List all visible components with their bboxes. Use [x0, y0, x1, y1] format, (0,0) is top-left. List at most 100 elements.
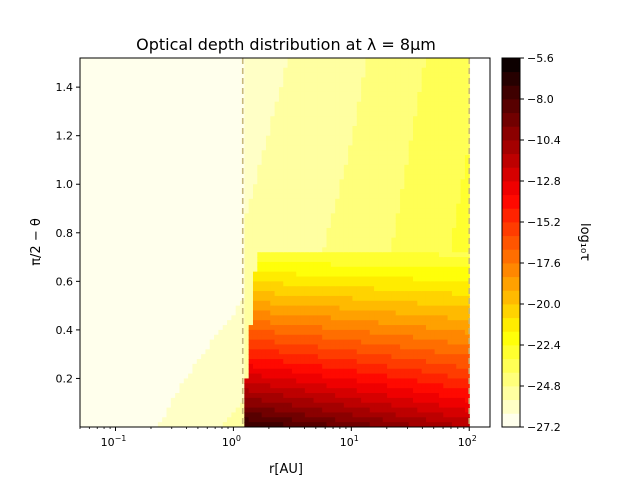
contour-cell [196, 72, 202, 79]
contour-cell [257, 320, 263, 326]
contour-cell [196, 325, 202, 331]
contour-cell [218, 402, 224, 409]
contour-cell [205, 344, 211, 350]
contour-cell [162, 101, 168, 108]
contour-cell [361, 281, 367, 287]
contour-cell [114, 213, 120, 219]
contour-cell [192, 397, 198, 404]
contour-cell [235, 368, 241, 375]
contour-cell [235, 213, 241, 219]
contour-cell [114, 383, 120, 389]
contour-cell [144, 422, 150, 427]
contour-cell [287, 334, 293, 341]
contour-cell [157, 237, 163, 244]
contour-cell [248, 67, 254, 74]
contour-cell [110, 116, 116, 122]
contour-cell [97, 179, 103, 185]
contour-cell [218, 82, 224, 88]
contour-cell [339, 227, 345, 234]
contour-cell [149, 72, 155, 79]
contour-cell [209, 121, 215, 127]
contour-cell [300, 218, 306, 224]
contour-cell [140, 67, 146, 74]
contour-cell [131, 242, 137, 248]
contour-cell [214, 184, 219, 190]
contour-cell [118, 349, 124, 355]
contour-cell [261, 242, 267, 248]
contour-cell [84, 223, 90, 229]
contour-cell [166, 169, 172, 176]
contour-cell [278, 184, 284, 190]
contour-cell [335, 344, 341, 350]
contour-cell [214, 295, 219, 302]
contour-cell [97, 155, 103, 161]
contour-cell [278, 106, 284, 113]
contour-cell [343, 130, 349, 137]
contour-cell [101, 271, 107, 278]
contour-cell [248, 339, 254, 346]
contour-cell [144, 87, 150, 93]
contour-cell [356, 106, 362, 113]
contour-cell [188, 359, 194, 365]
contour-cell [343, 286, 349, 292]
contour-cell [270, 130, 276, 137]
contour-cell [205, 261, 211, 268]
contour-cell [92, 383, 98, 389]
contour-cell [149, 310, 155, 316]
contour-cell [274, 261, 280, 268]
contour-cell [248, 91, 254, 98]
contour-cell [162, 383, 168, 389]
contour-cell [127, 203, 133, 210]
contour-cell [300, 82, 306, 88]
contour-cell [149, 232, 155, 239]
contour-cell [291, 354, 297, 360]
contour-cell [123, 87, 129, 93]
contour-cell [335, 339, 341, 346]
contour-cell [248, 125, 254, 132]
contour-cell [149, 116, 155, 122]
contour-cell [227, 247, 232, 253]
contour-cell [214, 334, 219, 341]
contour-cell [136, 422, 142, 427]
contour-cell [166, 368, 172, 375]
contour-cell [283, 315, 289, 321]
contour-cell [222, 363, 228, 370]
contour-cell [330, 315, 336, 321]
contour-cell [348, 150, 354, 156]
contour-cell [179, 198, 185, 205]
contour-cell [101, 305, 107, 312]
contour-cell [149, 397, 155, 404]
contour-cell [361, 155, 367, 161]
contour-cell [140, 87, 146, 93]
contour-cell [140, 111, 146, 117]
contour-cell [140, 383, 146, 389]
contour-cell [304, 58, 310, 64]
contour-cell [300, 344, 306, 350]
contour-cell [227, 334, 232, 341]
contour-cell [218, 213, 224, 219]
contour-cell [179, 164, 185, 171]
contour-cell [114, 393, 120, 399]
contour-cell [162, 145, 168, 151]
contour-cell [227, 388, 232, 394]
contour-cell [343, 388, 349, 394]
contour-cell [192, 189, 198, 195]
contour-cell [179, 383, 185, 389]
contour-cell [196, 82, 202, 88]
contour-cell [105, 261, 111, 268]
contour-cell [348, 310, 354, 316]
contour-cell [248, 354, 254, 360]
contour-cell [101, 116, 107, 122]
contour-cell [118, 130, 124, 137]
contour-cell [309, 174, 315, 180]
contour-cell [240, 402, 245, 409]
contour-cell [291, 407, 297, 414]
contour-cell [175, 300, 181, 307]
contour-cell [296, 422, 302, 427]
contour-cell [188, 393, 194, 399]
contour-cell [270, 203, 276, 210]
contour-cell [313, 242, 319, 248]
contour-cell [179, 281, 185, 287]
contour-cell [166, 295, 172, 302]
contour-cell [175, 213, 181, 219]
